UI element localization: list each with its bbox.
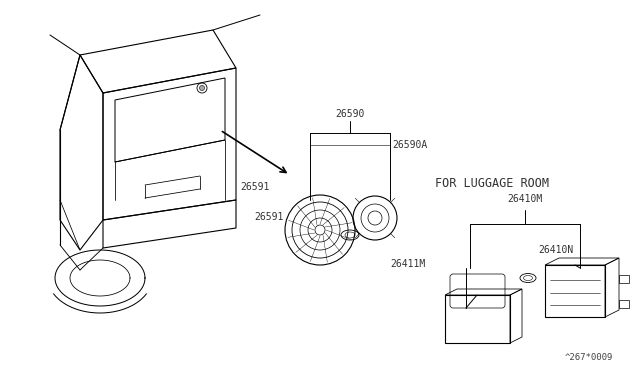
Text: 26411M: 26411M [390, 259, 425, 269]
Text: 26410N: 26410N [538, 245, 573, 255]
Text: 26590: 26590 [335, 109, 365, 119]
Text: 26591: 26591 [241, 182, 270, 192]
Text: 26590A: 26590A [392, 140, 428, 150]
Text: 26410M: 26410M [508, 194, 543, 204]
Text: 26591: 26591 [255, 212, 284, 222]
Text: FOR LUGGAGE ROOM: FOR LUGGAGE ROOM [435, 176, 549, 189]
Circle shape [200, 86, 205, 90]
Text: ^267*0009: ^267*0009 [565, 353, 613, 362]
